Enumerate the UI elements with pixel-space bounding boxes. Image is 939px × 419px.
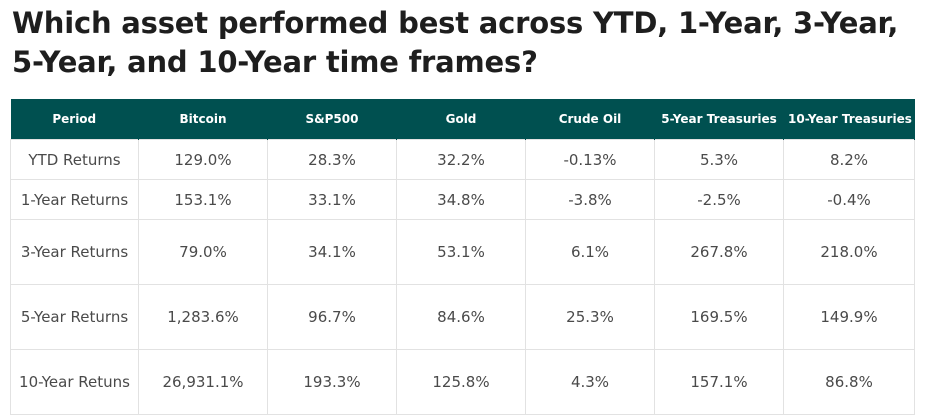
value-cell: 1,283.6% bbox=[138, 284, 268, 350]
value-cell: 5.3% bbox=[654, 139, 784, 180]
header-cell-period: Period bbox=[10, 99, 139, 140]
table-row: 1-Year Returns 153.1% 33.1% 34.8% -3.8% … bbox=[10, 179, 915, 220]
value-cell: -2.5% bbox=[654, 179, 784, 220]
value-cell: 79.0% bbox=[138, 219, 268, 285]
value-cell: 96.7% bbox=[267, 284, 397, 350]
value-cell: -3.8% bbox=[525, 179, 655, 220]
period-cell: 3-Year Returns bbox=[10, 219, 139, 285]
table-row: 10-Year Retuns 26,931.1% 193.3% 125.8% 4… bbox=[10, 349, 915, 415]
value-cell: 34.1% bbox=[267, 219, 397, 285]
value-cell: 53.1% bbox=[396, 219, 526, 285]
page-title: Which asset performed best across YTD, 1… bbox=[12, 6, 899, 79]
value-cell: 25.3% bbox=[525, 284, 655, 350]
table-row: 5-Year Returns 1,283.6% 96.7% 84.6% 25.3… bbox=[10, 284, 915, 350]
table-row: YTD Returns 129.0% 28.3% 32.2% -0.13% 5.… bbox=[10, 139, 915, 180]
header-cell-sp500: S&P500 bbox=[267, 99, 397, 140]
value-cell: 26,931.1% bbox=[138, 349, 268, 415]
value-cell: 86.8% bbox=[783, 349, 915, 415]
value-cell: 267.8% bbox=[654, 219, 784, 285]
value-cell: 157.1% bbox=[654, 349, 784, 415]
header-cell-10-year-treasuries: 10-Year Treasuries bbox=[783, 99, 915, 140]
value-cell: 169.5% bbox=[654, 284, 784, 350]
period-cell: 5-Year Returns bbox=[10, 284, 139, 350]
header-cell-gold: Gold bbox=[396, 99, 526, 140]
period-cell: YTD Returns bbox=[10, 139, 139, 180]
value-cell: 8.2% bbox=[783, 139, 915, 180]
header-row: Period Bitcoin S&P500 Gold Crude Oil 5-Y… bbox=[10, 99, 915, 140]
value-cell: 129.0% bbox=[138, 139, 268, 180]
value-cell: 32.2% bbox=[396, 139, 526, 180]
value-cell: 6.1% bbox=[525, 219, 655, 285]
value-cell: 34.8% bbox=[396, 179, 526, 220]
table-row: 3-Year Returns 79.0% 34.1% 53.1% 6.1% 26… bbox=[10, 219, 915, 285]
table-body: YTD Returns 129.0% 28.3% 32.2% -0.13% 5.… bbox=[10, 139, 915, 415]
value-cell: 84.6% bbox=[396, 284, 526, 350]
header-cell-crude-oil: Crude Oil bbox=[525, 99, 655, 140]
table-header: Period Bitcoin S&P500 Gold Crude Oil 5-Y… bbox=[10, 99, 915, 140]
value-cell: 149.9% bbox=[783, 284, 915, 350]
value-cell: 218.0% bbox=[783, 219, 915, 285]
value-cell: 153.1% bbox=[138, 179, 268, 220]
value-cell: -0.4% bbox=[783, 179, 915, 220]
period-cell: 10-Year Retuns bbox=[10, 349, 139, 415]
value-cell: 4.3% bbox=[525, 349, 655, 415]
value-cell: 28.3% bbox=[267, 139, 397, 180]
value-cell: 33.1% bbox=[267, 179, 397, 220]
returns-table: Period Bitcoin S&P500 Gold Crude Oil 5-Y… bbox=[10, 99, 915, 415]
period-cell: 1-Year Returns bbox=[10, 179, 139, 220]
header-cell-5-year-treasuries: 5-Year Treasuries bbox=[654, 99, 784, 140]
value-cell: -0.13% bbox=[525, 139, 655, 180]
header-cell-bitcoin: Bitcoin bbox=[138, 99, 268, 140]
value-cell: 193.3% bbox=[267, 349, 397, 415]
value-cell: 125.8% bbox=[396, 349, 526, 415]
